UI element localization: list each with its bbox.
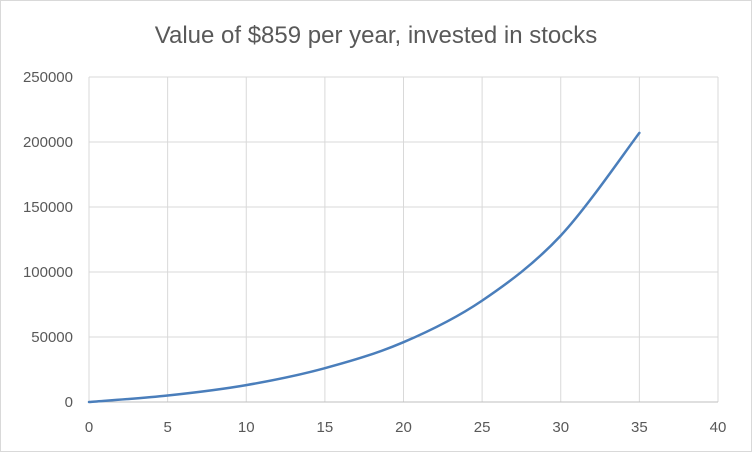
x-tick-label: 5 xyxy=(163,419,171,436)
x-tick-label: 0 xyxy=(85,419,93,436)
y-tick-label: 0 xyxy=(65,394,73,411)
y-tick-label: 200000 xyxy=(23,134,73,151)
y-tick-label: 50000 xyxy=(31,329,73,346)
x-tick-label: 40 xyxy=(710,419,727,436)
tick-labels: 0 50000 100000 150000 200000 250000 0 5 10 15 20 25… xyxy=(23,69,726,436)
gridlines xyxy=(89,76,719,402)
y-tick-label: 150000 xyxy=(23,199,73,216)
chart-title: Value of $859 per year, invested in stoc… xyxy=(154,22,598,49)
y-tick-label: 100000 xyxy=(23,264,73,281)
y-tick-label: 250000 xyxy=(23,69,73,86)
series-layer xyxy=(87,131,641,404)
x-tick-label: 10 xyxy=(238,419,255,436)
x-tick-label: 25 xyxy=(474,419,491,436)
x-tick-label: 20 xyxy=(395,419,412,436)
x-tick-label: 30 xyxy=(552,419,569,436)
x-tick-label: 15 xyxy=(317,419,334,436)
axes xyxy=(88,77,718,403)
x-tick-label: 35 xyxy=(631,419,648,436)
series-line xyxy=(87,131,641,404)
